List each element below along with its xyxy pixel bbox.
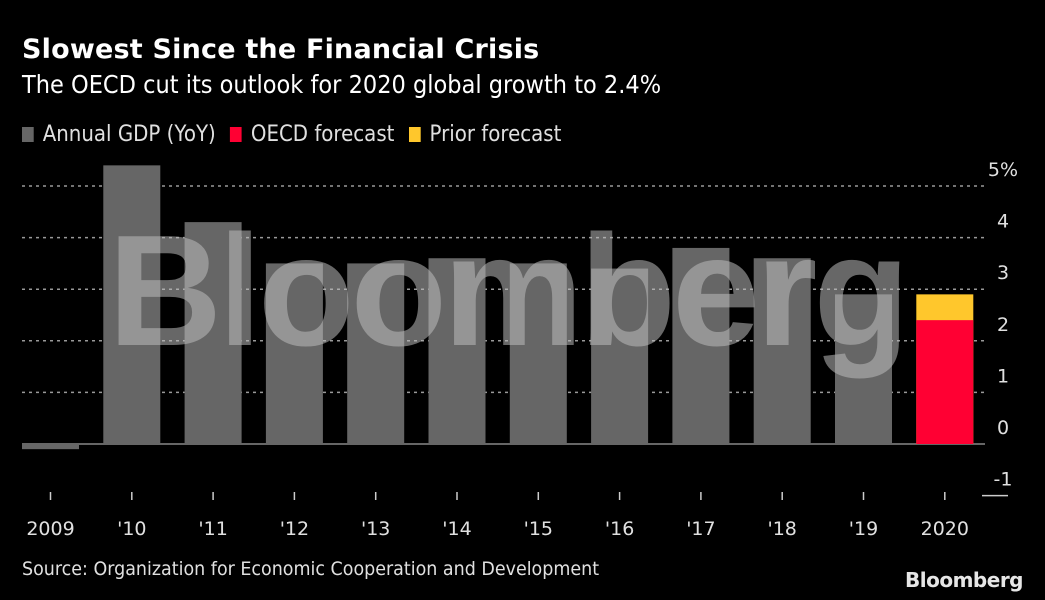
x-tick-label: '15 (524, 518, 553, 540)
y-tick-label: 1 (997, 365, 1009, 387)
bar-annual-gdp (428, 258, 486, 444)
chart-subtitle: The OECD cut its outlook for 2020 global… (22, 70, 662, 99)
x-tick-label: 2020 (921, 518, 969, 540)
x-tick-label: '14 (442, 518, 471, 540)
bar-annual-gdp (591, 268, 649, 444)
legend-label: OECD forecast (250, 122, 395, 147)
bar-annual-gdp (753, 258, 811, 444)
y-axis: -1 0 1 2 3 4 5% (988, 159, 1018, 491)
x-tick-label: '10 (117, 518, 146, 540)
legend-label: Annual GDP (YoY) (42, 122, 216, 147)
bar-annual-gdp (103, 165, 161, 445)
y-tick-label: 5% (988, 159, 1018, 181)
legend: Annual GDP (YoY) OECD forecast Prior for… (22, 122, 576, 147)
bar-annual-gdp (672, 247, 730, 444)
bar-annual-gdp (184, 222, 242, 444)
x-tick-label: 2009 (26, 518, 74, 540)
y-tick-label: 3 (997, 262, 1009, 284)
x-tick-label: '12 (280, 518, 309, 540)
y-tick-label: 2 (997, 314, 1009, 336)
bloomberg-logo: Bloomberg (905, 568, 1023, 592)
x-tick-label: '16 (605, 518, 634, 540)
gridlines (22, 185, 1008, 497)
bar-annual-gdp (22, 444, 79, 450)
x-tick-label: '11 (198, 518, 227, 540)
legend-item-prior-forecast: Prior forecast (408, 122, 562, 147)
legend-item-oecd-forecast: OECD forecast (230, 122, 394, 147)
legend-swatch-oecd-forecast (230, 127, 242, 142)
legend-swatch-annual-gdp (22, 127, 34, 142)
legend-item-annual-gdp: Annual GDP (YoY) (22, 122, 216, 147)
x-tick-label: '13 (361, 518, 390, 540)
bar-annual-gdp (835, 294, 892, 444)
source-note: Source: Organization for Economic Cooper… (22, 558, 600, 580)
x-axis: 2009 '10 '11 '12 '13 '14 '15 '16 '17 '18 '19 2020 (26, 492, 969, 540)
chart-title: Slowest Since the Financial Crisis (22, 34, 540, 65)
x-tick-label: '18 (767, 518, 796, 540)
x-tick-label: '17 (686, 518, 715, 540)
legend-label: Prior forecast (429, 122, 562, 147)
y-tick-label: 0 (997, 417, 1009, 439)
bar-annual-gdp (509, 263, 567, 444)
bar-annual-gdp (347, 263, 405, 444)
bars (22, 165, 974, 450)
y-tick-label: -1 (994, 469, 1013, 491)
y-tick-label: 4 (997, 211, 1009, 233)
bar-annual-gdp (265, 263, 323, 444)
watermark: Bloomberg (108, 203, 906, 379)
x-tick-label: '19 (849, 518, 878, 540)
bar-oecd-forecast (916, 320, 974, 444)
legend-swatch-prior-forecast (408, 127, 421, 142)
